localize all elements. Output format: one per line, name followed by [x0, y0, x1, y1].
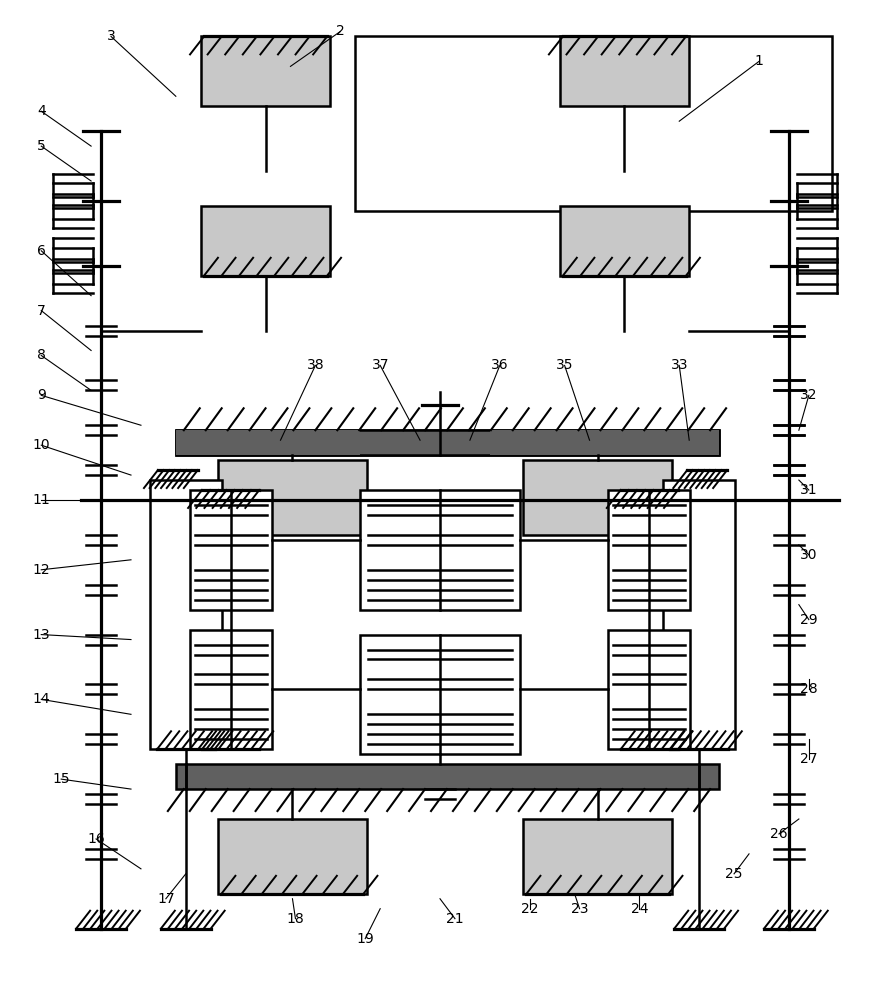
- Text: 37: 37: [371, 358, 389, 372]
- Text: 2: 2: [336, 24, 345, 38]
- Bar: [608, 490, 690, 610]
- Text: 21: 21: [446, 912, 464, 926]
- Text: 11: 11: [33, 493, 50, 507]
- Text: 35: 35: [556, 358, 574, 372]
- Text: 15: 15: [53, 772, 70, 786]
- Bar: [523, 460, 672, 535]
- Bar: [664, 480, 735, 749]
- Text: 27: 27: [800, 752, 818, 766]
- Bar: [150, 480, 222, 749]
- Bar: [190, 630, 272, 749]
- Bar: [560, 206, 689, 276]
- Text: 13: 13: [33, 628, 50, 642]
- Text: 4: 4: [37, 104, 46, 118]
- Bar: [356, 36, 832, 211]
- Bar: [176, 430, 719, 455]
- Bar: [608, 630, 690, 749]
- Bar: [217, 819, 367, 894]
- Text: 7: 7: [37, 304, 46, 318]
- Text: 28: 28: [800, 682, 818, 696]
- Text: 32: 32: [800, 388, 818, 402]
- Text: 6: 6: [37, 244, 46, 258]
- Text: 8: 8: [37, 348, 46, 362]
- Text: 14: 14: [33, 692, 50, 706]
- Bar: [176, 764, 719, 789]
- Bar: [217, 460, 367, 535]
- Text: 31: 31: [800, 483, 818, 497]
- Text: 22: 22: [521, 902, 539, 916]
- Bar: [176, 430, 360, 455]
- Text: 30: 30: [800, 548, 818, 562]
- Text: 25: 25: [725, 867, 743, 881]
- Text: 26: 26: [770, 827, 788, 841]
- Text: 19: 19: [356, 932, 374, 946]
- Bar: [360, 635, 520, 754]
- Text: 5: 5: [37, 139, 46, 153]
- Text: 12: 12: [33, 563, 50, 577]
- Text: 24: 24: [631, 902, 648, 916]
- Text: 36: 36: [491, 358, 509, 372]
- Text: 1: 1: [754, 54, 764, 68]
- Bar: [490, 430, 719, 455]
- Bar: [523, 819, 672, 894]
- Text: 38: 38: [306, 358, 324, 372]
- Bar: [560, 36, 689, 106]
- Bar: [201, 206, 330, 276]
- Text: 29: 29: [800, 613, 818, 627]
- Bar: [176, 430, 719, 455]
- Text: 18: 18: [287, 912, 304, 926]
- Text: 10: 10: [33, 438, 50, 452]
- Bar: [360, 490, 520, 610]
- Bar: [190, 490, 272, 610]
- Text: 23: 23: [571, 902, 589, 916]
- Text: 16: 16: [87, 832, 105, 846]
- Text: 33: 33: [671, 358, 688, 372]
- Text: 3: 3: [106, 29, 115, 43]
- Text: 17: 17: [157, 892, 175, 906]
- Bar: [201, 36, 330, 106]
- Text: 9: 9: [37, 388, 46, 402]
